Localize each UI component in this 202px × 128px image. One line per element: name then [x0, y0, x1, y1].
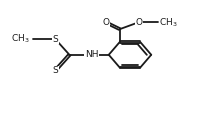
Text: O: O [102, 18, 108, 27]
Text: S: S [52, 35, 58, 44]
Text: S: S [52, 66, 58, 75]
Text: CH$_3$: CH$_3$ [12, 33, 30, 45]
Text: CH$_3$: CH$_3$ [158, 16, 177, 29]
Text: O: O [135, 18, 141, 27]
Text: NH: NH [84, 50, 98, 59]
